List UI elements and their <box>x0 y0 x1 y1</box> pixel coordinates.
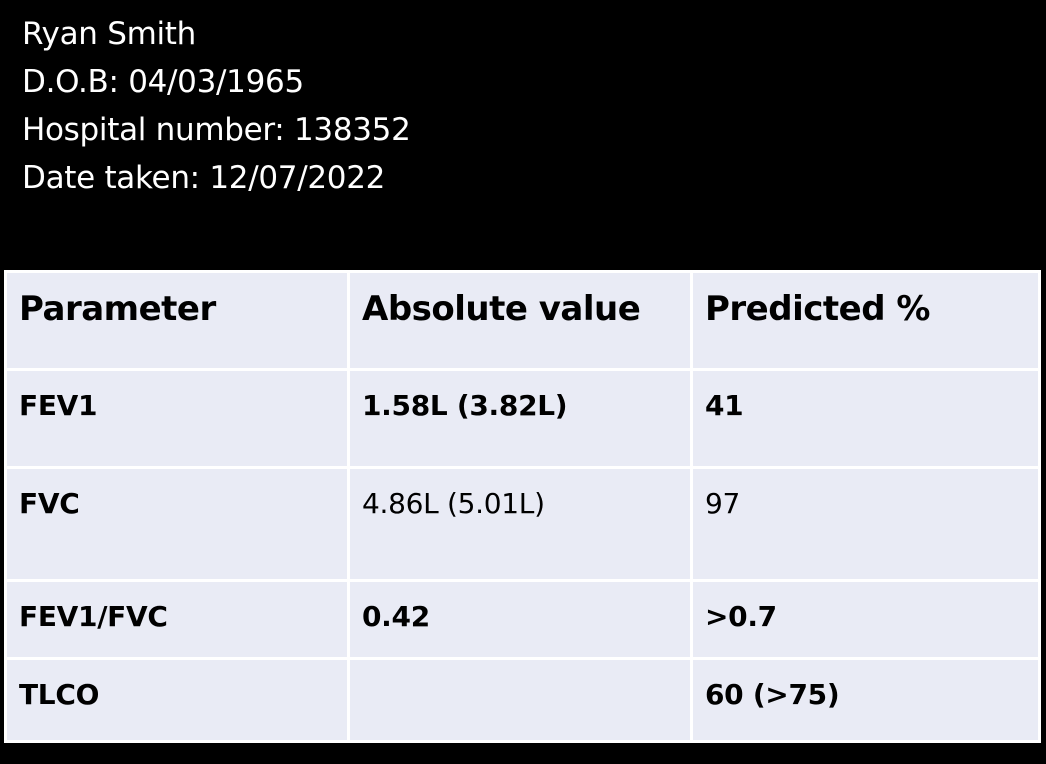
header-parameter: Parameter <box>4 270 350 371</box>
predicted-cell: 60 (>75) <box>690 657 1041 743</box>
patient-info: Ryan Smith D.O.B: 04/03/1965 Hospital nu… <box>22 10 411 202</box>
table-row: FEV1/FVC 0.42 >0.7 <box>4 579 1041 660</box>
predicted-cell: >0.7 <box>690 579 1041 660</box>
table-header-row: Parameter Absolute value Predicted % <box>4 270 1041 371</box>
parameter-cell: FEV1/FVC <box>4 579 350 660</box>
parameter-cell: FEV1 <box>4 368 350 469</box>
date-taken: Date taken: 12/07/2022 <box>22 160 386 196</box>
predicted-cell: 97 <box>690 466 1041 582</box>
patient-name: Ryan Smith <box>22 16 196 52</box>
absolute-value-cell: 1.58L (3.82L) <box>347 368 693 469</box>
absolute-value-cell: 0.42 <box>347 579 693 660</box>
header-absolute-value: Absolute value <box>347 270 693 371</box>
table-row: FEV1 1.58L (3.82L) 41 <box>4 368 1041 469</box>
hospital-number: Hospital number: 138352 <box>22 112 411 148</box>
lung-function-table: Parameter Absolute value Predicted % FEV… <box>4 270 1041 743</box>
parameter-cell: FVC <box>4 466 350 582</box>
parameter-cell: TLCO <box>4 657 350 743</box>
patient-dob: D.O.B: 04/03/1965 <box>22 64 304 100</box>
absolute-value-cell: 4.86L (5.01L) <box>347 466 693 582</box>
absolute-value-cell <box>347 657 693 743</box>
predicted-cell: 41 <box>690 368 1041 469</box>
table-row: FVC 4.86L (5.01L) 97 <box>4 466 1041 582</box>
table-row: TLCO 60 (>75) <box>4 657 1041 743</box>
header-predicted-percent: Predicted % <box>690 270 1041 371</box>
